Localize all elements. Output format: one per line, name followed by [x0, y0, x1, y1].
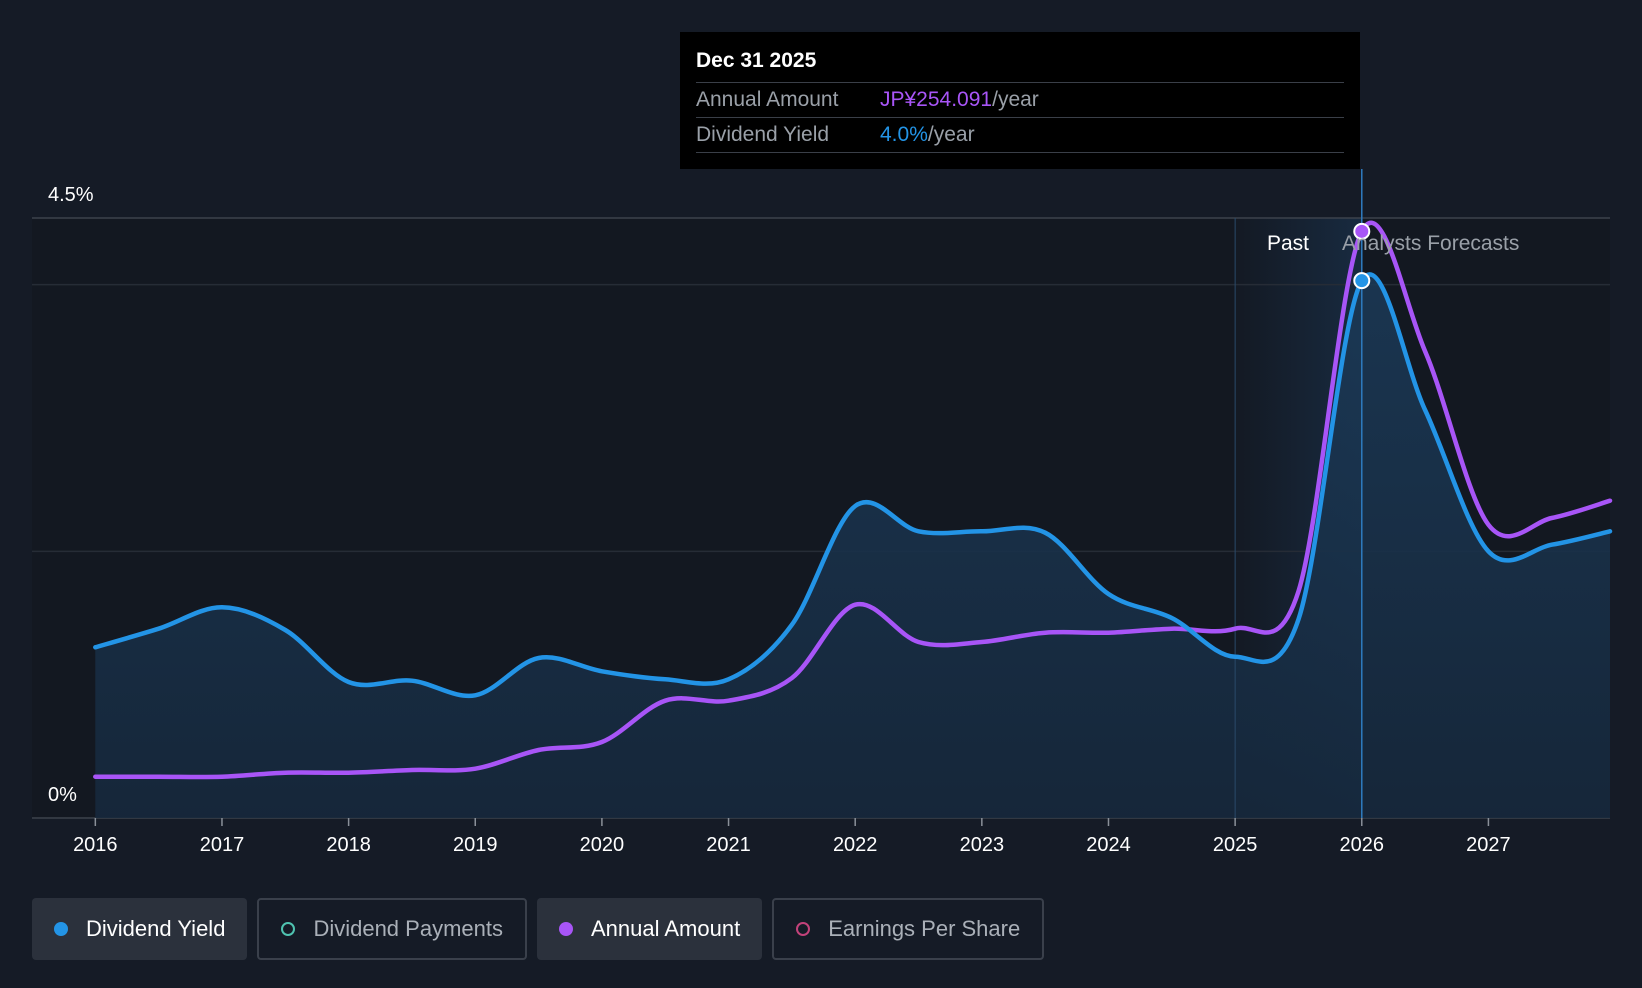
- legend-dividend-payments[interactable]: Dividend Payments: [257, 898, 527, 960]
- x-tick-label: 2019: [453, 834, 498, 856]
- tooltip-dividend-yield-row: Dividend Yield 4.0% /year: [696, 118, 1344, 153]
- x-axis-ticks: 2016 2017 2018 2019 2020 2021 2022 2023 2024 2025…: [73, 818, 1511, 856]
- tooltip-dividend-yield-value: 4.0%: [880, 123, 928, 146]
- series-points: [1353, 222, 1371, 290]
- annual-amount-point: [1353, 222, 1371, 240]
- dividend-payments-ring-icon: [281, 922, 296, 936]
- x-tick-label: 2027: [1466, 834, 1511, 856]
- x-tick-label: 2026: [1340, 834, 1385, 856]
- legend-dividend-yield[interactable]: Dividend Yield: [32, 898, 248, 960]
- legend-annual-amount[interactable]: Annual Amount: [536, 898, 763, 960]
- dividend-yield-line: [93, 272, 1613, 699]
- tooltip-date: Dec 31 2025: [696, 46, 1344, 83]
- legend-earnings-per-share[interactable]: Earnings Per Share: [772, 898, 1045, 960]
- x-tick-label: 2024: [1086, 834, 1131, 856]
- dividend-yield-dot-icon: [54, 922, 68, 936]
- legend-label: Dividend Payments: [313, 916, 503, 941]
- legend-label: Dividend Yield: [86, 916, 226, 941]
- tooltip-dividend-yield-unit: /year: [927, 123, 975, 146]
- y-axis-bottom-label: 0%: [48, 784, 77, 806]
- forecast-label: Analysts Forecasts: [1342, 232, 1519, 255]
- earnings-per-share-ring-icon: [796, 922, 811, 936]
- annual-amount-line: [93, 220, 1613, 780]
- dividend-yield-point: [1353, 272, 1371, 290]
- legend: Dividend Yield Dividend Payments Annual …: [32, 898, 1045, 960]
- x-tick-label: 2016: [73, 834, 118, 856]
- y-axis-top-label: 4.5%: [48, 184, 94, 206]
- tooltip-annual-amount-row: Annual Amount JP¥254.091 /year: [696, 83, 1344, 118]
- x-tick-label: 2017: [200, 834, 245, 856]
- tooltip: Dec 31 2025 Annual Amount JP¥254.091 /ye…: [680, 32, 1360, 169]
- tooltip-dividend-yield-label: Dividend Yield: [696, 123, 830, 146]
- x-tick-label: 2021: [706, 834, 751, 856]
- x-tick-label: 2022: [833, 834, 878, 856]
- tooltip-annual-amount-label: Annual Amount: [696, 88, 839, 111]
- legend-label: Annual Amount: [590, 916, 741, 941]
- tooltip-annual-amount-value: JP¥254.091: [880, 88, 993, 111]
- x-tick-label: 2020: [580, 834, 625, 856]
- past-label: Past: [1267, 232, 1309, 255]
- legend-label: Earnings Per Share: [828, 916, 1021, 941]
- annual-amount-dot-icon: [558, 922, 573, 936]
- x-tick-label: 2025: [1213, 834, 1258, 856]
- x-tick-label: 2023: [960, 834, 1005, 856]
- x-tick-label: 2018: [326, 834, 371, 856]
- tooltip-annual-amount-unit: /year: [992, 88, 1039, 111]
- dividend-yield-area: [95, 274, 1610, 818]
